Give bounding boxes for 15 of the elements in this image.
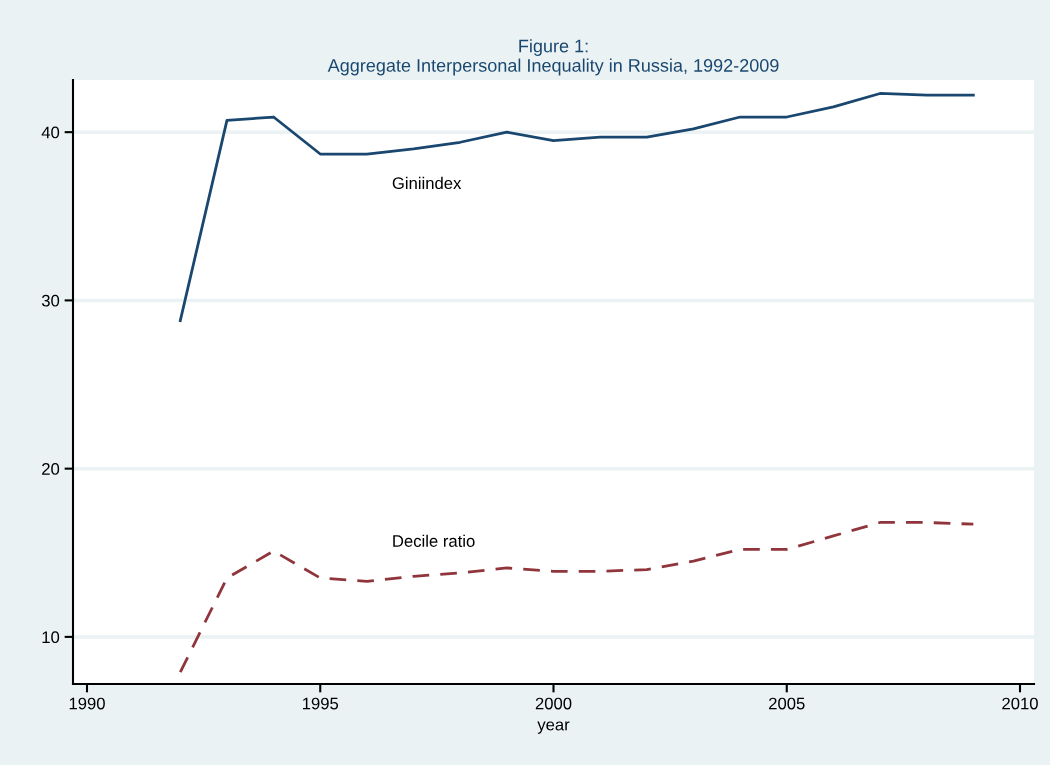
y-tick-label: 30: [41, 294, 60, 307]
series-label: Decile ratio: [393, 534, 475, 547]
x-tick-label: 2010: [1002, 697, 1038, 710]
chart-title: Figure 1: Aggregate Interpersonal Inequality in Russia, 1992-2009: [327, 39, 779, 76]
x-tick-label: 2000: [535, 697, 572, 710]
series-label: Giniindex: [392, 176, 462, 190]
y-tick-label: 40: [41, 126, 60, 139]
x-tick-label: 2005: [769, 697, 805, 710]
x-axis-title: year: [537, 721, 570, 734]
x-tick-label: 1995: [302, 697, 339, 710]
line-series: [178, 521, 975, 674]
line-series: [178, 92, 975, 322]
x-tick-label: 1990: [69, 697, 105, 710]
y-tick-label: 10: [42, 631, 60, 644]
y-tick-label: 20: [42, 463, 60, 475]
